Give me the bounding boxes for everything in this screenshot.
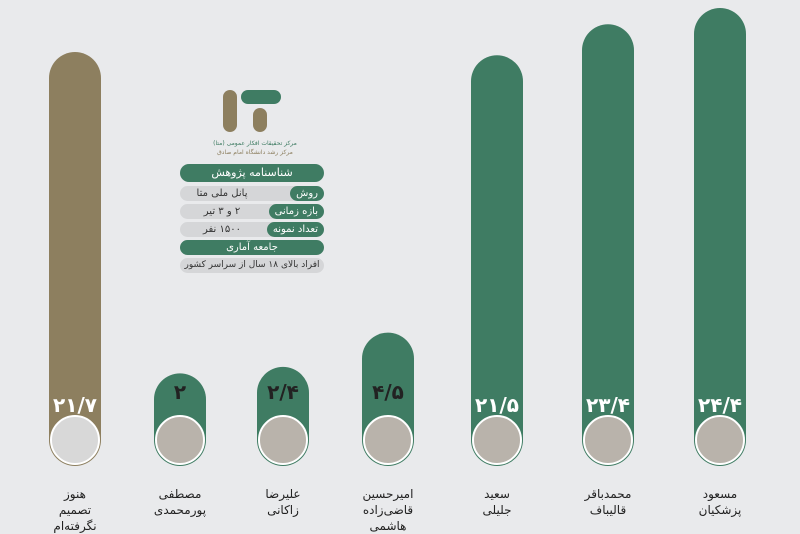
category-label: محمدباقر قالیباف bbox=[584, 487, 632, 517]
category-label: هنوز تصمیم نگرفته‌ام bbox=[53, 487, 97, 533]
info-key: بازه زمانی bbox=[268, 204, 324, 219]
value-label: ۲۴/۴ bbox=[698, 393, 742, 417]
info-row: افراد بالای ۱۸ سال از سراسر کشور bbox=[180, 258, 324, 273]
category-label: امیرحسین قاضی‌زاده هاشمی bbox=[362, 487, 414, 533]
bar bbox=[471, 55, 523, 466]
photo bbox=[363, 415, 413, 465]
info-value: پانل ملی متا bbox=[180, 186, 324, 201]
category-label: مسعود پزشکیان bbox=[698, 487, 742, 517]
photo bbox=[583, 415, 633, 465]
photo bbox=[258, 415, 308, 465]
info-row: جامعه آماری bbox=[180, 240, 324, 255]
info-row: ۲ و ۳ تیر بازه زمانی bbox=[180, 204, 324, 219]
population: جامعه آماری bbox=[180, 240, 324, 255]
value-label: ۲۱/۷ bbox=[53, 393, 97, 417]
value-label: ۲ bbox=[173, 380, 187, 404]
value-label: ۴/۵ bbox=[372, 380, 404, 404]
value-label: ۲۳/۴ bbox=[586, 393, 630, 417]
org: مرکز تحقیقات افکار عمومی (متا) bbox=[213, 140, 297, 147]
info-key: روش bbox=[290, 186, 324, 201]
org-sub: مرکز رشد دانشگاه امام صادق bbox=[217, 149, 293, 156]
logo bbox=[223, 90, 281, 132]
photo bbox=[695, 415, 745, 465]
photo bbox=[155, 415, 205, 465]
photo bbox=[472, 415, 522, 465]
bar bbox=[582, 24, 634, 467]
category-label: سعید جلیلی bbox=[482, 487, 512, 517]
info-row: پانل ملی متا روش bbox=[180, 186, 324, 201]
value-label: ۲/۴ bbox=[267, 380, 299, 404]
value-label: ۲۱/۵ bbox=[475, 393, 519, 417]
info-title: شناسنامه پژوهش bbox=[180, 164, 324, 182]
photo bbox=[50, 415, 100, 465]
bar bbox=[49, 52, 101, 466]
info-row: ۱۵۰۰ نفر تعداد نمونه bbox=[180, 222, 324, 237]
info-key: تعداد نمونه bbox=[266, 222, 324, 237]
bar bbox=[694, 8, 746, 466]
category-label: علیرضا زاکانی bbox=[265, 487, 301, 517]
population-value: افراد بالای ۱۸ سال از سراسر کشور bbox=[180, 258, 324, 273]
category-label: مصطفی پورمحمدی bbox=[153, 487, 207, 517]
